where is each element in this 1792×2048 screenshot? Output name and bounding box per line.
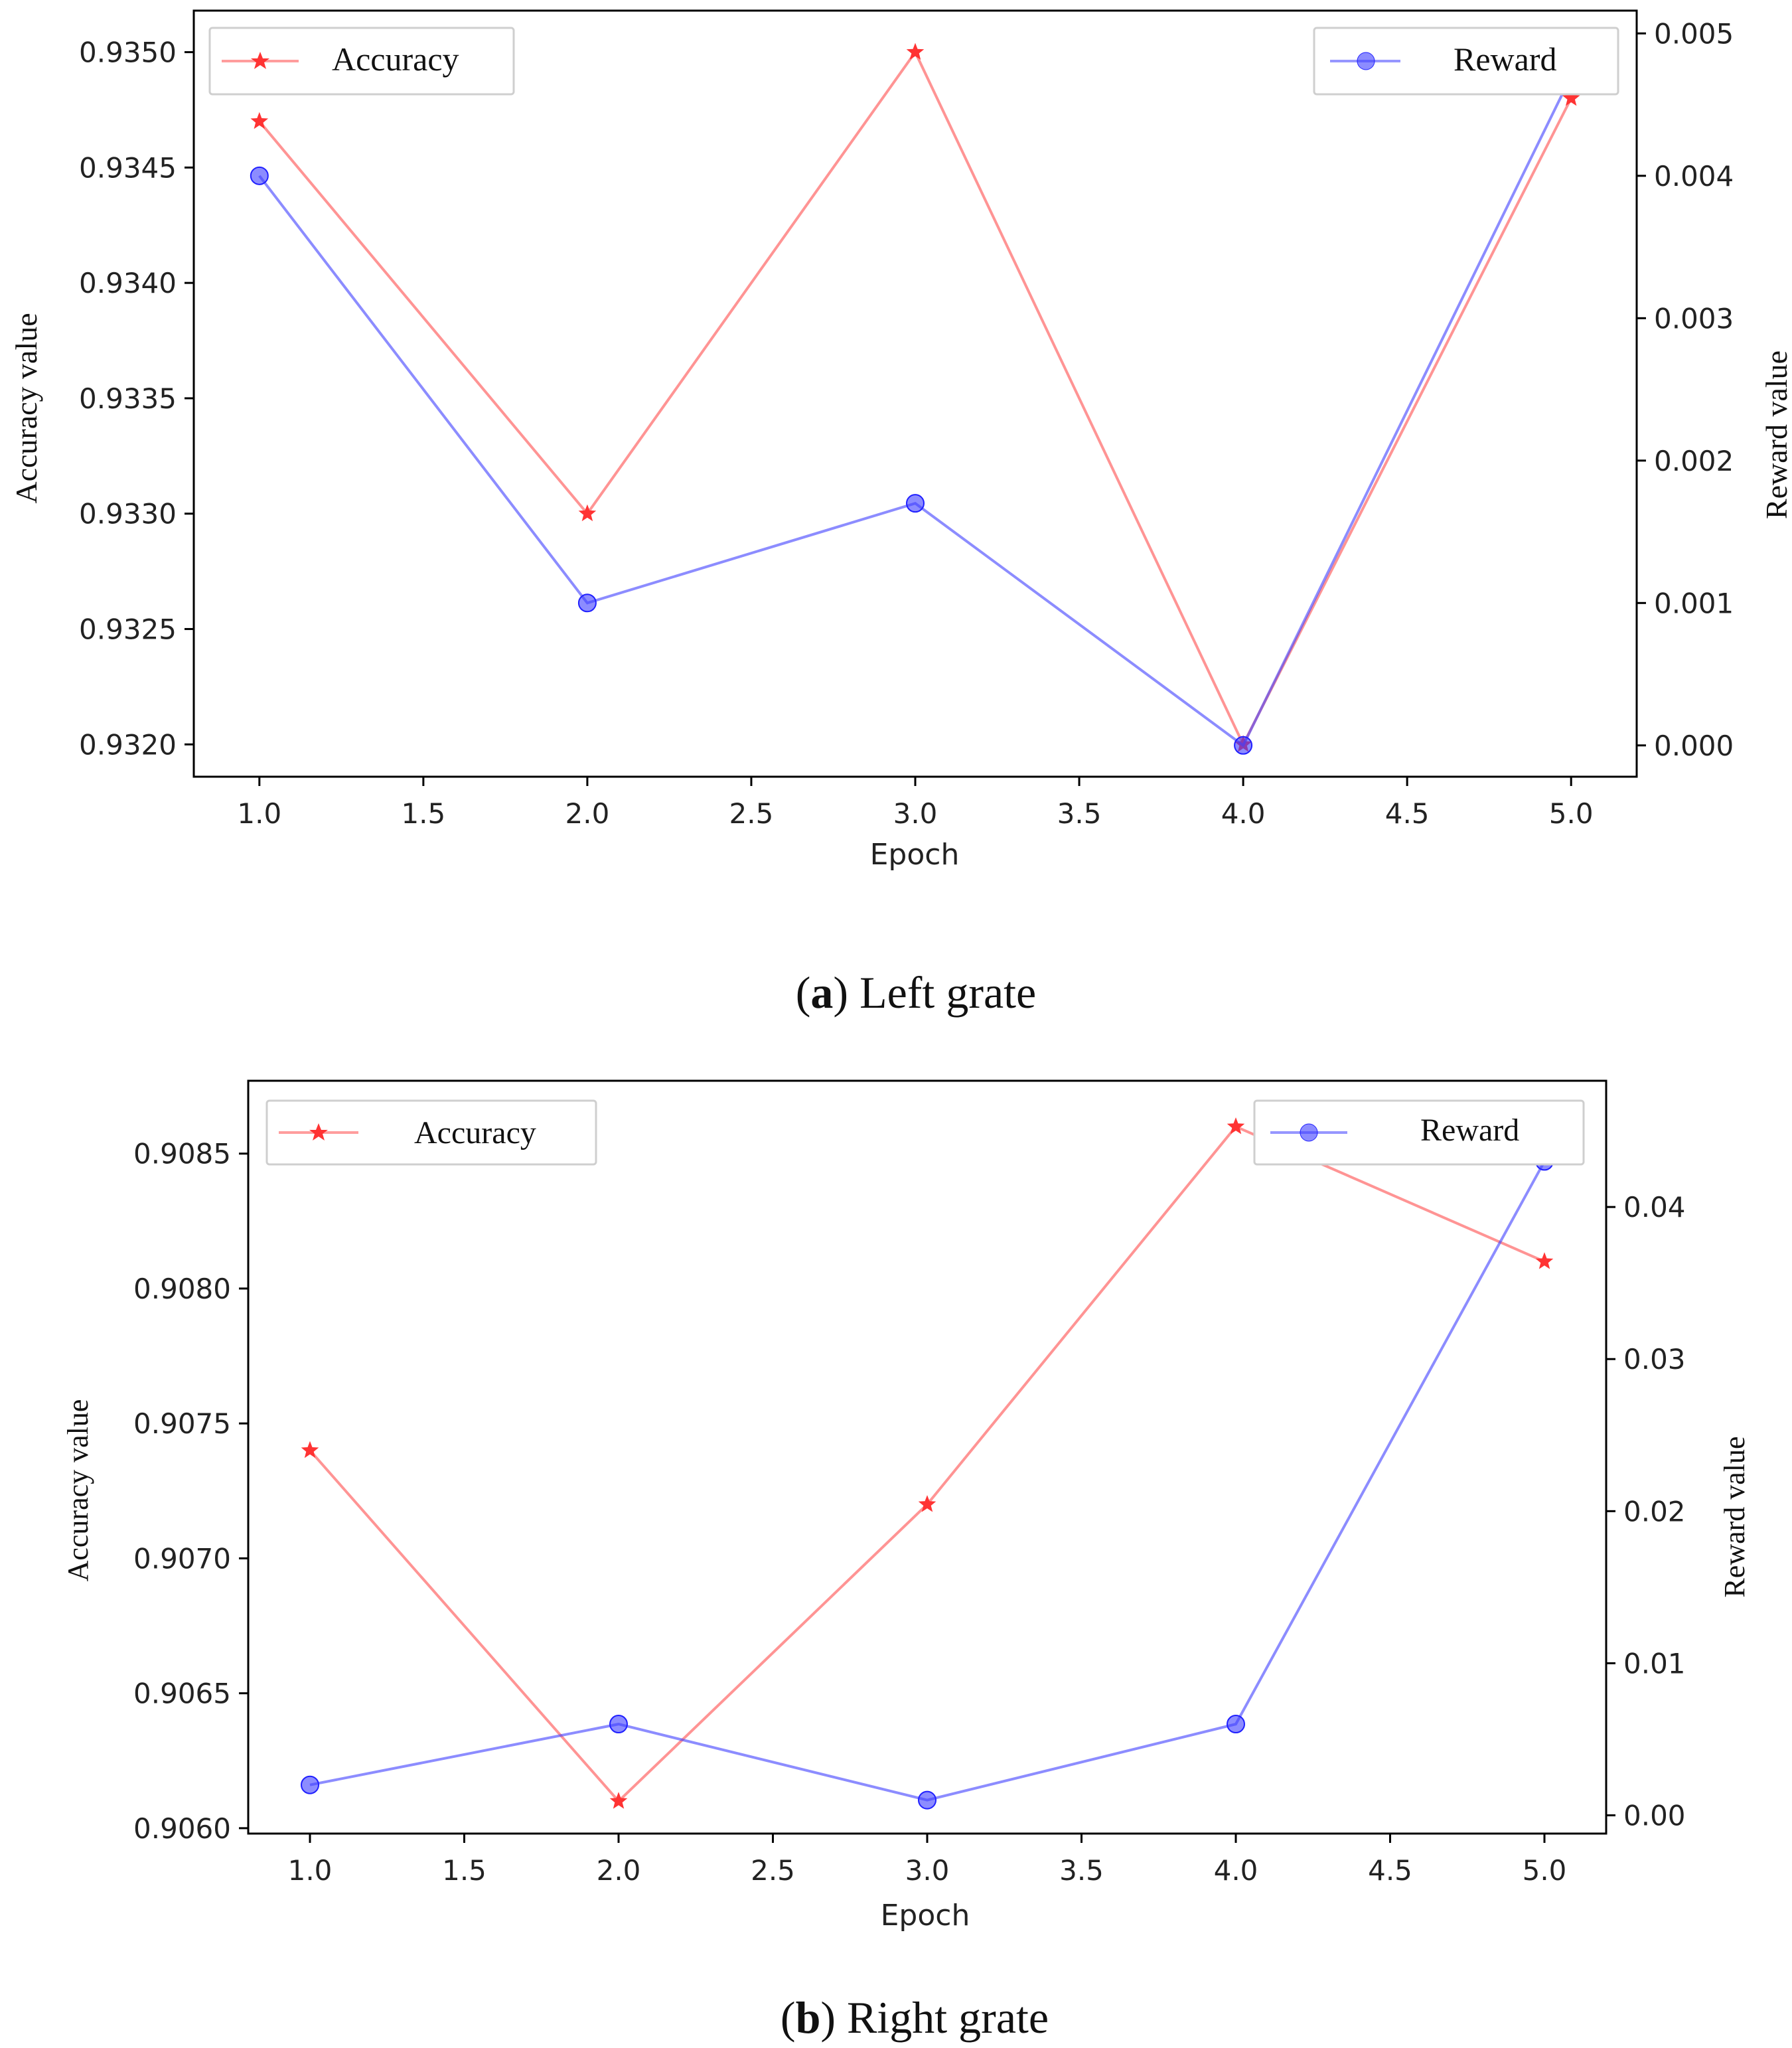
reward-point: [1227, 1715, 1245, 1734]
y-tick-label: 0.9350: [79, 37, 177, 69]
x-tick-label: 2.5: [751, 1854, 795, 1887]
y2-tick-label: 0.01: [1623, 1647, 1686, 1680]
accuracy-point: [1562, 89, 1580, 106]
y-tick-label: 0.9080: [133, 1273, 231, 1305]
accuracy-point: [1227, 1117, 1245, 1135]
legend-accuracy[interactable]: Accuracy: [208, 27, 515, 96]
y-tick-label: 0.9065: [133, 1678, 231, 1710]
x-tick-label: 3.0: [905, 1854, 950, 1887]
legend-reward[interactable]: Reward: [1253, 1099, 1585, 1166]
plot-frame: [192, 9, 1638, 778]
x-tick-label: 1.5: [401, 797, 445, 830]
x-tick-label: 2.0: [597, 1854, 641, 1887]
legend-reward[interactable]: Reward: [1313, 27, 1619, 96]
reward-point: [250, 166, 269, 185]
caption-a: (a) Left grate: [796, 967, 1036, 1018]
reward-point: [906, 494, 925, 513]
reward-point: [609, 1715, 628, 1734]
series-line-reward: [258, 75, 1572, 748]
y-tick-label: 0.9340: [79, 267, 177, 299]
series-line-accuracy: [258, 49, 1572, 748]
accuracy-point: [1535, 1252, 1554, 1269]
y-tick-label: 0.9335: [79, 382, 177, 415]
x-tick-label: 1.0: [237, 797, 281, 830]
circle-marker-icon: [1357, 52, 1375, 70]
caption-b: (b) Right grate: [781, 1992, 1049, 2043]
plot-frame: [247, 1079, 1607, 1835]
panel-right-grate: 0.9060 0.9065 0.9070 0.9075 0.9080 0.9085 0.0…: [62, 1079, 1751, 2043]
y-tick-label: 0.9345: [79, 151, 177, 184]
accuracy-point: [609, 1792, 628, 1809]
legend-label: Reward: [1454, 40, 1557, 78]
x-ticks: 1.0 1.5 2.0 2.5 3.0 3.5 4.0 4.5 5.0: [288, 1834, 1567, 1887]
series: [301, 1117, 1554, 1810]
y-tick-label: 0.9060: [133, 1812, 231, 1845]
x-tick-label: 4.5: [1385, 797, 1430, 830]
x-axis-label: Epoch: [881, 1899, 970, 1932]
y2-tick-label: 0.004: [1654, 160, 1734, 193]
accuracy-point: [906, 42, 925, 60]
series: [250, 42, 1581, 755]
reward-point: [301, 1775, 319, 1794]
x-tick-label: 4.5: [1368, 1854, 1412, 1887]
y2-tick-label: 0.04: [1623, 1191, 1686, 1223]
x-tick-label: 4.0: [1221, 797, 1266, 830]
accuracy-point: [301, 1441, 319, 1458]
y2-tick-label: 0.005: [1654, 17, 1734, 50]
y-tick-label: 0.9330: [79, 498, 177, 530]
reward-point: [1234, 736, 1253, 755]
y-tick-label: 0.9320: [79, 728, 177, 761]
x-tick-label: 1.0: [288, 1854, 333, 1887]
y-axis-label-left: Accuracy value: [62, 1399, 94, 1582]
legend-accuracy[interactable]: Accuracy: [265, 1099, 597, 1166]
x-tick-label: 2.5: [729, 797, 774, 830]
x-tick-label: 3.0: [893, 797, 938, 830]
y-axis-label-left: Accuracy value: [9, 313, 43, 503]
y-tick-label: 0.9325: [79, 613, 177, 646]
accuracy-point: [918, 1495, 936, 1512]
y2-tick-label: 0.002: [1654, 445, 1734, 477]
y-ticks-left: 0.9320 0.9325 0.9330 0.9335 0.9340 0.9345 0.93…: [79, 37, 194, 761]
accuracy-point: [250, 112, 269, 129]
star-marker-icon: [251, 52, 269, 69]
y2-tick-label: 0.001: [1654, 587, 1734, 619]
y-axis-label-right: Reward value: [1759, 351, 1792, 519]
y-ticks-right: 0.000 0.001 0.002 0.003 0.004 0.005: [1637, 17, 1734, 762]
y2-tick-label: 0.03: [1623, 1343, 1686, 1376]
x-tick-label: 5.0: [1523, 1854, 1567, 1887]
reward-point: [577, 593, 597, 613]
y-tick-label: 0.9085: [133, 1138, 231, 1170]
series-line-accuracy: [309, 1125, 1545, 1804]
legend-label: Accuracy: [414, 1115, 536, 1150]
y2-tick-label: 0.02: [1623, 1495, 1686, 1528]
reward-point: [918, 1790, 936, 1810]
y-tick-label: 0.9075: [133, 1407, 231, 1440]
series-line-reward: [309, 1160, 1546, 1802]
x-tick-label: 4.0: [1214, 1854, 1258, 1887]
star-marker-icon: [309, 1123, 328, 1141]
x-tick-label: 5.0: [1549, 797, 1594, 830]
y-ticks-right: 0.00 0.01 0.02 0.03 0.04: [1606, 1191, 1686, 1832]
y-ticks-left: 0.9060 0.9065 0.9070 0.9075 0.9080 0.9085: [133, 1138, 248, 1845]
y-tick-label: 0.9070: [133, 1542, 231, 1575]
legend-label: Accuracy: [332, 40, 459, 78]
x-tick-label: 1.5: [442, 1854, 486, 1887]
panel-left-grate: 0.9320 0.9325 0.9330 0.9335 0.9340 0.9345 0.93…: [9, 9, 1792, 1018]
x-tick-label: 3.5: [1057, 797, 1102, 830]
y-axis-label-right: Reward value: [1718, 1436, 1751, 1597]
circle-marker-icon: [1300, 1123, 1318, 1142]
x-tick-label: 2.0: [565, 797, 610, 830]
x-axis-label: Epoch: [870, 838, 960, 872]
legend-label: Reward: [1420, 1113, 1519, 1148]
x-ticks: 1.0 1.5 2.0 2.5 3.0 3.5 4.0 4.5 5.0: [237, 777, 1594, 830]
y2-tick-label: 0.003: [1654, 302, 1734, 335]
accuracy-point: [578, 504, 597, 522]
y2-tick-label: 0.00: [1623, 1800, 1686, 1832]
x-tick-label: 3.5: [1059, 1854, 1104, 1887]
y2-tick-label: 0.000: [1654, 730, 1734, 762]
